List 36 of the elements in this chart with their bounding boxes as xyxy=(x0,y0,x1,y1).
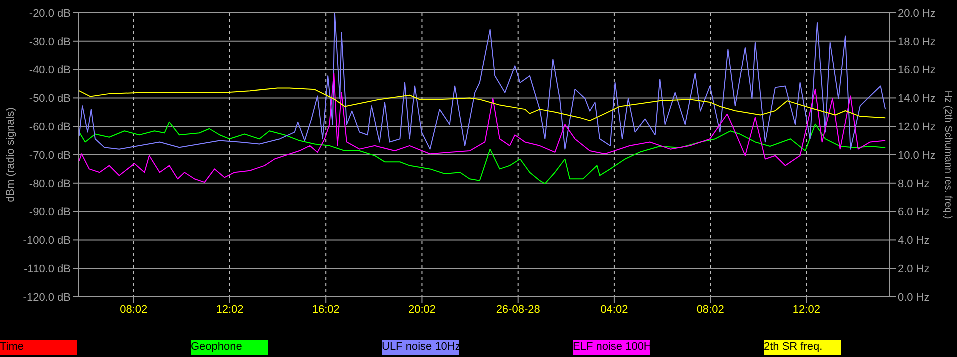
y2-tick-label: 10.0 Hz xyxy=(898,150,936,162)
x-tick-label: 12:02 xyxy=(216,304,244,316)
y2-tick-label: 2.0 Hz xyxy=(898,264,930,276)
text: 2th SR freq. xyxy=(764,340,841,355)
y2-tick-label: 14.0 Hz xyxy=(898,93,936,106)
x-tick-label: 12:02 xyxy=(792,304,820,316)
y-tick-label: -20.0 dB xyxy=(29,8,71,20)
y2-tick-label: 6.0 Hz xyxy=(898,206,930,219)
y-tick-label: -60.0 dB xyxy=(29,122,71,134)
y-tick-label: -40.0 dB xyxy=(29,64,71,77)
y-tick-label: -30.0 dB xyxy=(29,36,71,48)
y2-tick-label: 0.0 Hz xyxy=(898,292,930,304)
y-tick-label: -90.0 dB xyxy=(29,206,71,219)
y2-tick-label: 20.0 Hz xyxy=(898,8,936,20)
y-axis-title: dBm (radio signals) xyxy=(4,108,17,202)
y2-tick-label: 8.0 Hz xyxy=(898,178,930,190)
text: Geophone xyxy=(191,340,268,355)
x-tick-label: 04:02 xyxy=(600,304,628,316)
y2-axis-title: Hz (2th Schumann res. freq.) xyxy=(942,90,954,220)
y2-tick-label: 4.0 Hz xyxy=(898,235,930,248)
y-tick-label: -80.0 dB xyxy=(29,178,71,190)
y-tick-label: -70.0 dB xyxy=(29,150,71,162)
y2-tick-label: 18.0 Hz xyxy=(898,36,936,48)
y-tick-label: -50.0 dB xyxy=(29,93,71,106)
y2-tick-label: 16.0 Hz xyxy=(898,64,936,77)
x-tick-label: 26-08-28 xyxy=(496,304,540,316)
y2-tick-label: 12.0 Hz xyxy=(898,122,936,134)
x-tick-label: 16:02 xyxy=(312,304,340,316)
y-tick-label: -120.0 dB xyxy=(23,292,71,304)
x-tick-label: 08:02 xyxy=(696,304,724,316)
y-tick-label: -100.0 dB xyxy=(23,235,71,248)
x-tick-label: 08:02 xyxy=(120,304,148,316)
x-tick-label: 20:02 xyxy=(408,304,436,316)
text: Time xyxy=(0,340,77,355)
y-tick-label: -110.0 dB xyxy=(24,264,71,276)
text: ULF noise 10Hz xyxy=(382,340,461,355)
